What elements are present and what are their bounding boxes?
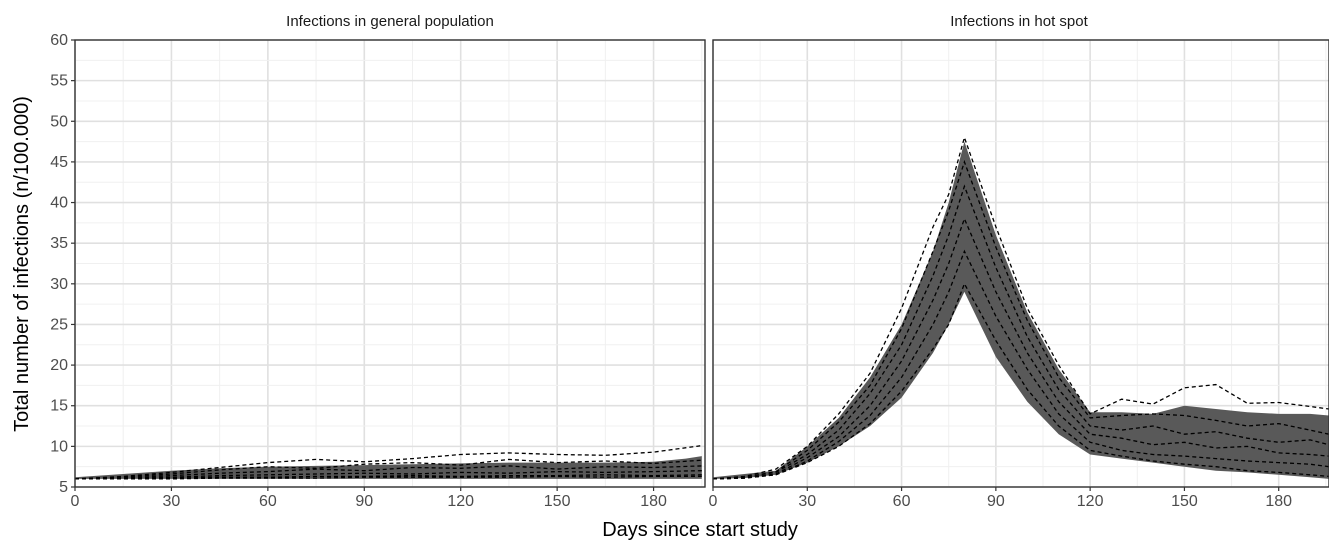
panel-border bbox=[712, 39, 1329, 488]
panel-border bbox=[74, 39, 706, 488]
simulation-line-1 bbox=[712, 135, 1329, 480]
panel-title-hot-spot: Infections in hot spot bbox=[950, 13, 1088, 30]
x-tick-label: 180 bbox=[640, 493, 667, 510]
x-tick-label: 0 bbox=[71, 493, 80, 510]
x-tick-label: 30 bbox=[798, 493, 816, 510]
x-tick-label: 0 bbox=[709, 493, 718, 510]
grid-lines bbox=[74, 39, 705, 488]
confidence-band bbox=[713, 141, 1329, 479]
x-tick-label: 90 bbox=[355, 493, 373, 510]
panel-hot-spot: Infections in hot spot 0 30 60 90 120 150 180 bbox=[709, 13, 1329, 510]
y-tick-label: 5 bbox=[59, 479, 68, 496]
y-tick-label: 30 bbox=[50, 276, 68, 293]
y-tick-label: 60 bbox=[50, 32, 68, 49]
y-tick-label: 40 bbox=[50, 195, 68, 212]
x-tick-label: 90 bbox=[987, 493, 1005, 510]
y-tick-label: 35 bbox=[50, 235, 68, 252]
y-axis-title: Total number of infections (n/100.000) bbox=[11, 96, 33, 432]
simulation-line-5 bbox=[712, 249, 1329, 480]
y-tick-label: 50 bbox=[50, 113, 68, 130]
x-tick-label: 150 bbox=[1171, 493, 1198, 510]
x-tick-label: 180 bbox=[1265, 493, 1292, 510]
x-tick-label: 60 bbox=[893, 493, 911, 510]
y-tick-label: 25 bbox=[50, 316, 68, 333]
panel-title-general-population: Infections in general population bbox=[286, 13, 494, 30]
x-tick-label: 120 bbox=[447, 493, 474, 510]
simulation-line-2 bbox=[712, 159, 1329, 480]
simulation-line-6 bbox=[712, 282, 1329, 480]
x-tick-label: 30 bbox=[163, 493, 181, 510]
x-tick-label: 60 bbox=[259, 493, 277, 510]
simulation-line-4 bbox=[712, 217, 1329, 480]
y-tick-label: 45 bbox=[50, 154, 68, 171]
y-tick-label: 15 bbox=[50, 398, 68, 415]
y-tick-label: 20 bbox=[50, 357, 68, 374]
panel-general-population: Infections in general population 0 30 60 90… bbox=[50, 13, 706, 510]
axis-labels: Days since start study Total number of i… bbox=[11, 96, 798, 541]
y-tick-label: 55 bbox=[50, 73, 68, 90]
x-axis-title: Days since start study bbox=[602, 519, 798, 541]
simulation-line-3 bbox=[712, 184, 1329, 480]
x-tick-label: 120 bbox=[1077, 493, 1104, 510]
x-tick-label: 150 bbox=[544, 493, 571, 510]
y-tick-label: 10 bbox=[50, 438, 68, 455]
